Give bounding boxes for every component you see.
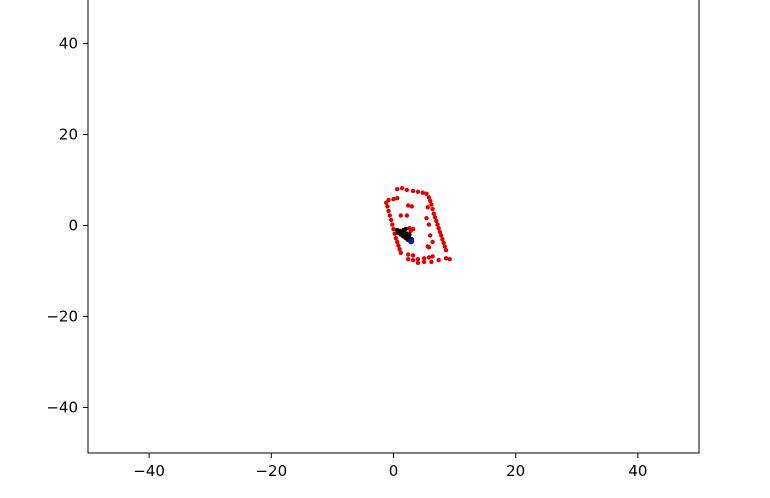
data-point [437, 229, 443, 235]
data-point [387, 213, 392, 218]
data-point [426, 195, 432, 200]
data-point [388, 217, 394, 223]
data-point [429, 202, 434, 207]
points-layer [384, 186, 452, 265]
data-point [392, 231, 397, 236]
data-point [443, 256, 449, 261]
plot-frame [87, 0, 700, 454]
x-tick-label: 20 [506, 462, 525, 480]
data-point [399, 186, 405, 191]
data-point [436, 226, 441, 231]
data-point [395, 239, 400, 245]
data-point [441, 240, 446, 245]
data-point [421, 259, 427, 265]
data-point [428, 198, 433, 204]
data-point [442, 244, 447, 249]
x-tick-label: 0 [389, 462, 399, 480]
x-tick-label: −40 [133, 462, 165, 480]
y-axis: −40 −20 0 20 40 [46, 35, 88, 417]
data-point [426, 245, 432, 250]
x-tick-label: 40 [628, 462, 647, 480]
data-point [403, 226, 408, 232]
data-point [391, 196, 396, 202]
data-point [410, 188, 416, 194]
data-point [386, 197, 391, 203]
data-point [421, 256, 427, 261]
data-point [410, 253, 416, 258]
data-point [426, 222, 432, 227]
data-point [393, 236, 399, 241]
data-point [434, 218, 439, 224]
data-point [395, 196, 400, 201]
data-point [431, 211, 436, 216]
data-point [404, 213, 410, 218]
data-point [396, 243, 401, 248]
data-point [410, 257, 416, 263]
y-tick-label: −20 [46, 308, 78, 326]
data-point [398, 213, 403, 218]
y-tick-label: 0 [68, 217, 78, 235]
data-point [410, 226, 416, 232]
y-tick-label: 40 [59, 35, 78, 53]
data-point [440, 237, 445, 242]
data-point [398, 250, 403, 255]
data-point [397, 247, 402, 252]
data-point [406, 257, 411, 262]
data-point [430, 239, 435, 245]
data-point [424, 216, 429, 221]
data-point [426, 255, 432, 260]
data-point [395, 186, 400, 192]
y-tick-label: −40 [46, 399, 78, 417]
data-point [435, 222, 440, 227]
data-point [406, 203, 411, 208]
y-tick-label: 20 [59, 126, 78, 144]
data-point [424, 191, 429, 196]
data-point [404, 187, 410, 193]
data-point [406, 252, 411, 257]
data-point [409, 204, 414, 209]
data-point [443, 247, 449, 253]
data-point [385, 204, 390, 209]
data-point [430, 254, 435, 259]
data-point [436, 257, 441, 263]
x-axis: −40 −20 0 20 40 [133, 453, 647, 480]
data-point [429, 259, 434, 265]
data-point [415, 257, 421, 262]
data-point [391, 226, 396, 232]
data-point [439, 233, 444, 238]
data-point [425, 205, 430, 210]
data-point [430, 206, 435, 212]
data-point [420, 190, 425, 195]
data-point [408, 238, 415, 245]
data-point [432, 215, 438, 220]
x-tick-label: −20 [255, 462, 287, 480]
data-point [447, 257, 452, 262]
data-point [415, 260, 421, 265]
data-point [390, 222, 395, 227]
data-point [386, 208, 391, 214]
data-point [407, 226, 412, 231]
data-point [415, 189, 421, 194]
data-point [428, 233, 433, 238]
